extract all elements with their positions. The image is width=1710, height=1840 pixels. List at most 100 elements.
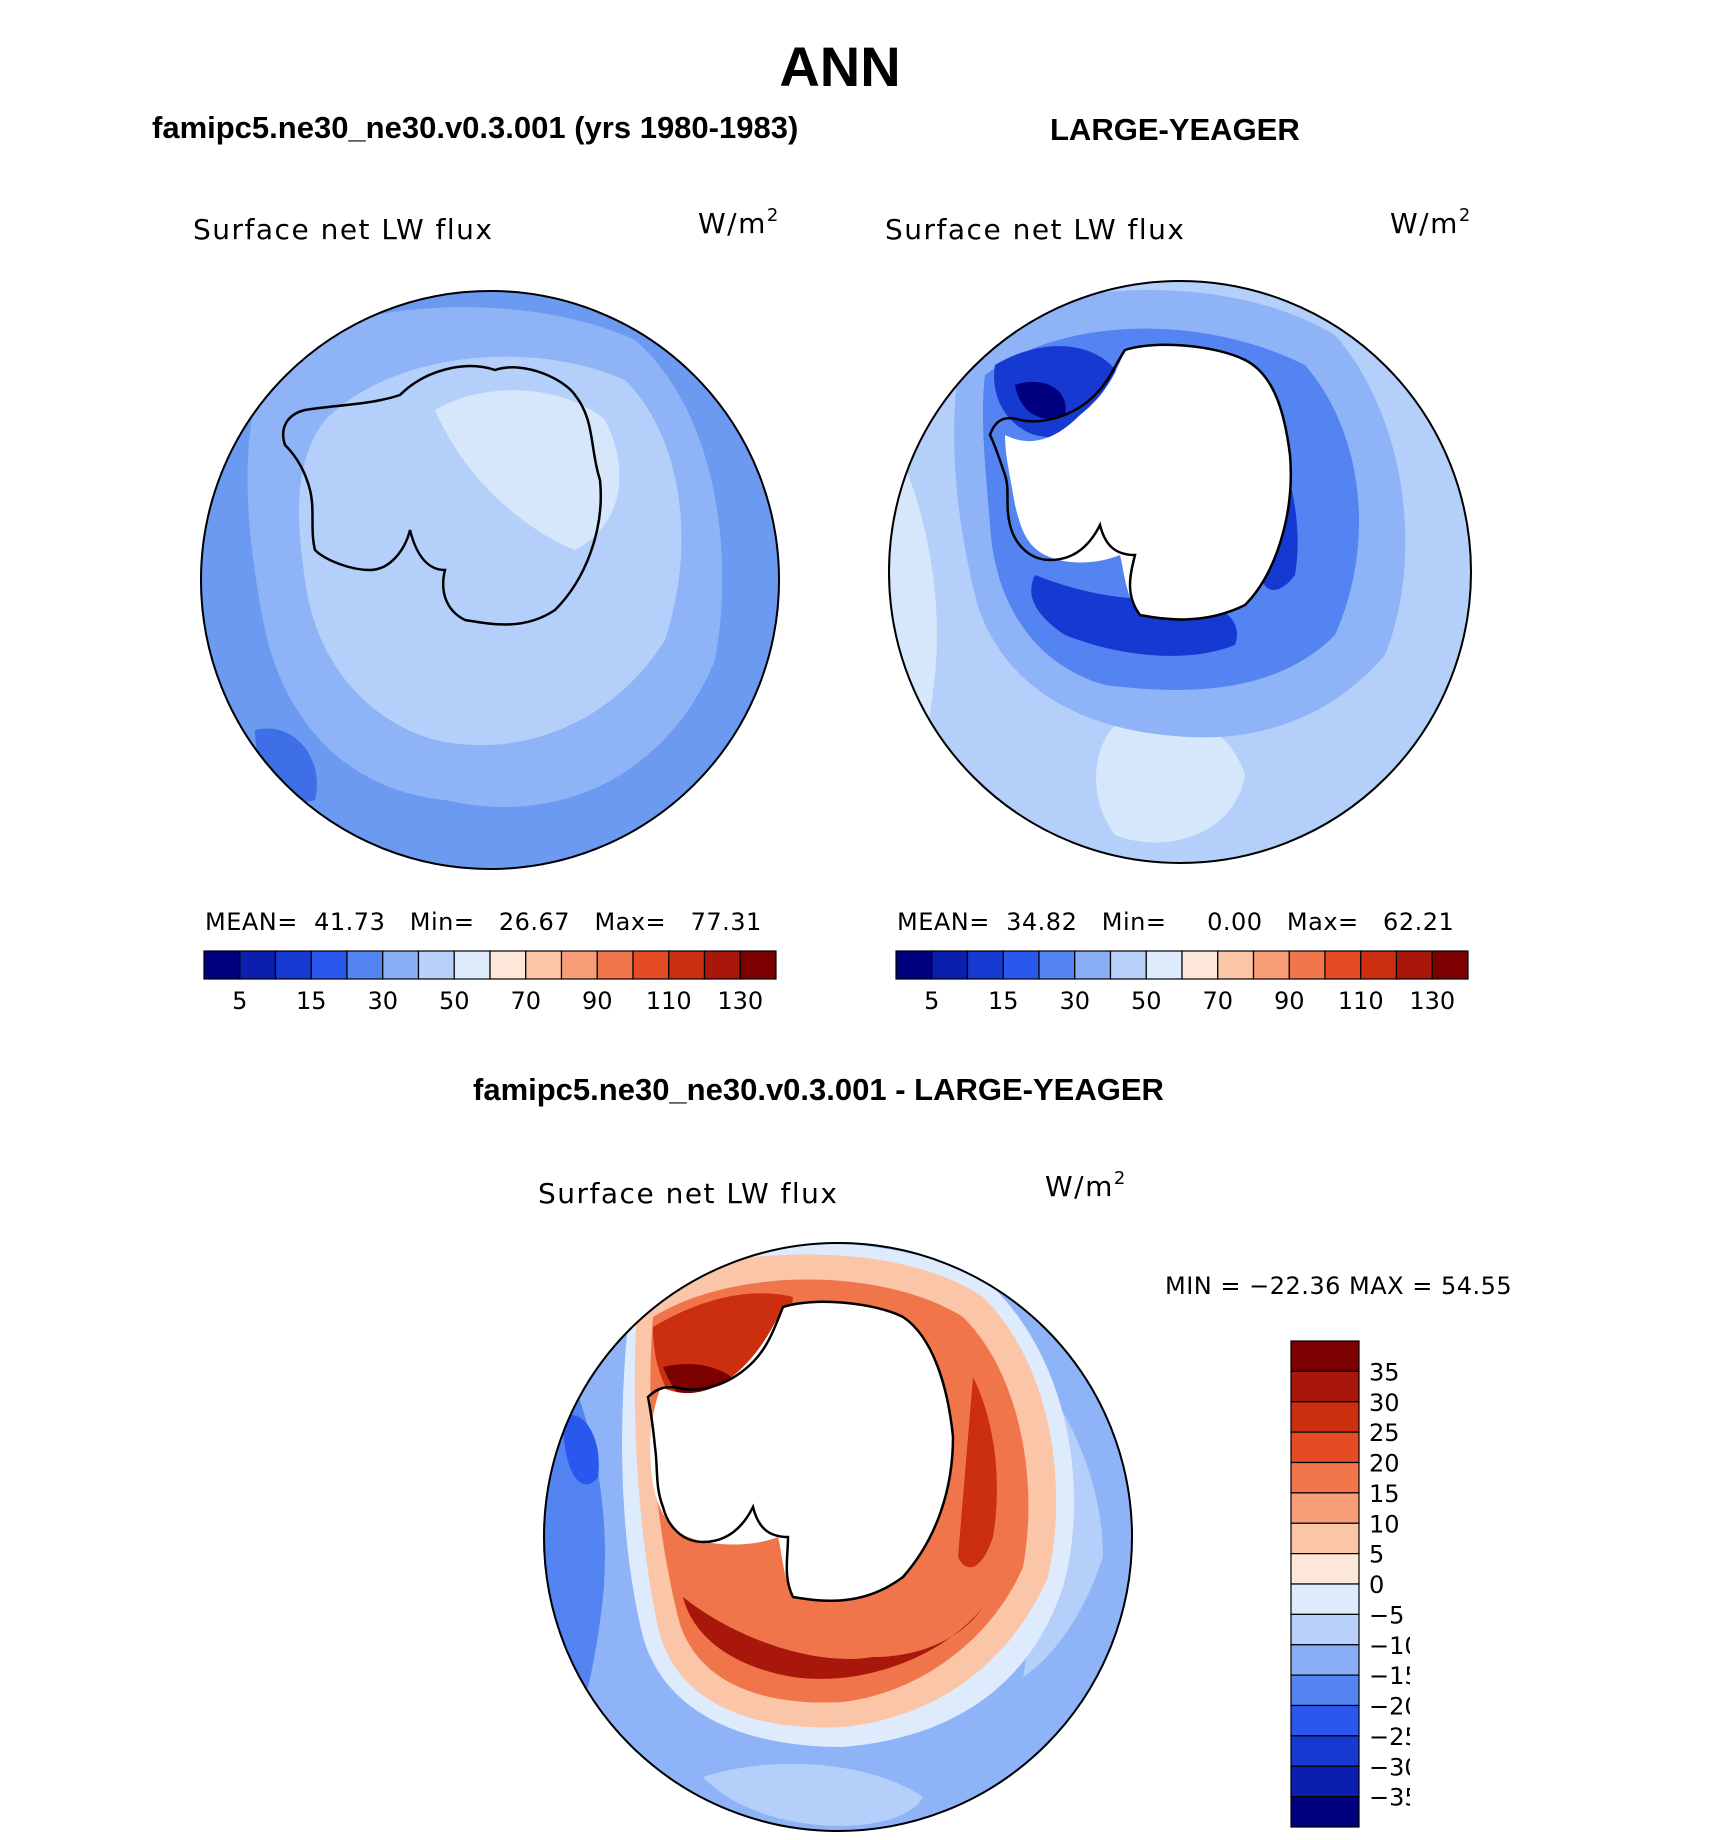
right-colorbar: 5 15 30 50 70 90 110 130 — [895, 950, 1469, 1015]
left-plot-label: Surface net LW flux — [193, 213, 494, 246]
left-colorbar-swatch — [632, 950, 670, 980]
right-colorbar-swatch — [1288, 950, 1326, 980]
left-colorbar-swatch — [525, 950, 563, 980]
diff-colorbar-swatch — [1290, 1492, 1360, 1524]
right-colorbar-swatch — [1252, 950, 1290, 980]
left-colorbar-tick-label: 30 — [367, 987, 398, 1015]
diff-colorbar-swatch — [1290, 1370, 1360, 1403]
right-colorbar-tick-label: 50 — [1131, 987, 1162, 1015]
diff-plot-label: Surface net LW flux — [538, 1177, 839, 1210]
diff-colorbar-tick-label: 25 — [1369, 1419, 1400, 1447]
diff-colorbar-swatch — [1290, 1340, 1360, 1372]
right-colorbar-swatch — [1145, 950, 1183, 980]
diff-colorbar-swatch — [1290, 1796, 1360, 1828]
left-colorbar-swatch — [382, 950, 420, 980]
left-colorbar-swatch — [739, 950, 777, 980]
right-plot-label: Surface net LW flux — [885, 213, 1186, 246]
diff-panel-title: famipc5.ne30_ne30.v0.3.001 - LARGE-YEAGE… — [473, 1072, 1164, 1107]
right-colorbar-swatch — [1217, 950, 1255, 980]
diff-stats: MIN = −22.36 MAX = 54.55 — [1165, 1272, 1513, 1300]
right-colorbar-tick-label: 5 — [924, 987, 939, 1015]
left-colorbar-swatch — [596, 950, 634, 980]
diff-colorbar-tick-label: 30 — [1369, 1389, 1400, 1417]
figure-title: ANN — [779, 35, 901, 98]
diff-colorbar-tick-label: −20 — [1369, 1693, 1410, 1721]
left-map-border — [200, 290, 780, 870]
right-colorbar-swatch — [966, 950, 1004, 980]
right-colorbar-tick-label: 15 — [988, 987, 1019, 1015]
left-stats: MEAN= 41.73 Min= 26.67 Max= 77.31 — [205, 908, 762, 936]
left-colorbar-swatch — [560, 950, 598, 980]
right-colorbar-tick-label: 70 — [1202, 987, 1233, 1015]
right-colorbar-tick-label: 130 — [1409, 987, 1455, 1015]
diff-colorbar-tick-label: 5 — [1369, 1541, 1384, 1569]
diff-units: W/m2 — [1045, 1168, 1126, 1203]
left-colorbar-swatch — [274, 950, 312, 980]
right-panel-title: LARGE-YEAGER — [1050, 112, 1300, 147]
right-colorbar-tick-label: 30 — [1059, 987, 1090, 1015]
diff-colorbar-tick-label: −10 — [1369, 1632, 1410, 1660]
right-units: W/m2 — [1390, 205, 1471, 240]
diff-colorbar-swatch — [1290, 1522, 1360, 1555]
left-colorbar-swatch — [203, 950, 241, 980]
diff-colorbar-tick-label: −35 — [1369, 1784, 1410, 1812]
left-light-patch — [435, 390, 620, 550]
right-colorbar-tick-label: 90 — [1274, 987, 1305, 1015]
right-colorbar-swatch — [1324, 950, 1362, 980]
left-colorbar-tick-label: 130 — [717, 987, 763, 1015]
right-colorbar-swatch — [931, 950, 969, 980]
diff-antarctica-coastline — [646, 1300, 955, 1603]
diff-polar-map — [543, 1242, 1133, 1832]
diff-colorbar-swatch — [1290, 1735, 1360, 1767]
right-colorbar-swatch — [1395, 950, 1433, 980]
diff-colorbar-tick-label: 15 — [1369, 1480, 1400, 1508]
diff-colorbar-swatch — [1290, 1644, 1360, 1676]
right-polar-map — [888, 280, 1472, 864]
diff-colorbar-tick-label: 10 — [1369, 1510, 1400, 1538]
diff-colorbar-tick-label: −25 — [1369, 1723, 1410, 1751]
left-colorbar-tick-label: 5 — [232, 987, 247, 1015]
left-colorbar-tick-label: 15 — [296, 987, 327, 1015]
left-colorbar-swatch — [668, 950, 706, 980]
left-antarctica-coastline — [281, 364, 602, 626]
right-antarctica-coastline — [988, 343, 1292, 621]
left-colorbar-swatch — [703, 950, 741, 980]
diff-colorbar-swatch — [1290, 1583, 1360, 1615]
right-map-border — [888, 280, 1472, 864]
diff-colorbar-tick-label: −5 — [1369, 1601, 1404, 1629]
left-colorbar-swatch — [239, 950, 277, 980]
right-colorbar-swatch — [1002, 950, 1040, 980]
diff-blank-continent — [650, 1301, 953, 1601]
right-colorbar-swatch — [895, 950, 933, 980]
left-colorbar-swatch — [310, 950, 348, 980]
diff-colorbar-tick-label: 0 — [1369, 1571, 1384, 1599]
diff-colorbar-swatch — [1290, 1553, 1360, 1585]
diff-colorbar-tick-label: −15 — [1369, 1662, 1410, 1690]
left-polar-map — [200, 290, 780, 870]
right-colorbar-swatch — [1109, 950, 1147, 980]
left-dark-patch — [255, 728, 317, 802]
right-colorbar-swatch — [1181, 950, 1219, 980]
left-colorbar-tick-label: 110 — [646, 987, 692, 1015]
diff-colorbar-swatch — [1290, 1674, 1360, 1707]
diff-colorbar-tick-label: 20 — [1369, 1450, 1400, 1478]
left-colorbar-swatch — [417, 950, 455, 980]
diff-colorbar-swatch — [1290, 1401, 1360, 1433]
right-colorbar-swatch — [1431, 950, 1469, 980]
diff-colorbar-swatch — [1290, 1704, 1360, 1737]
right-colorbar-swatch — [1360, 950, 1398, 980]
left-colorbar-swatch — [489, 950, 527, 980]
diff-colorbar-swatch — [1290, 1613, 1360, 1646]
diff-colorbar-tick-label: −30 — [1369, 1753, 1410, 1781]
right-stats: MEAN= 34.82 Min= 0.00 Max= 62.21 — [897, 908, 1455, 936]
left-colorbar: 5 15 30 50 70 90 110 130 — [203, 950, 777, 1015]
right-colorbar-swatch — [1038, 950, 1076, 980]
diff-map-border — [543, 1242, 1133, 1832]
diff-colorbar-swatch — [1290, 1765, 1360, 1798]
left-units: W/m2 — [698, 205, 779, 240]
left-colorbar-swatch — [346, 950, 384, 980]
left-colorbar-tick-label: 70 — [510, 987, 541, 1015]
left-colorbar-swatch — [453, 950, 491, 980]
left-colorbar-tick-label: 50 — [439, 987, 470, 1015]
